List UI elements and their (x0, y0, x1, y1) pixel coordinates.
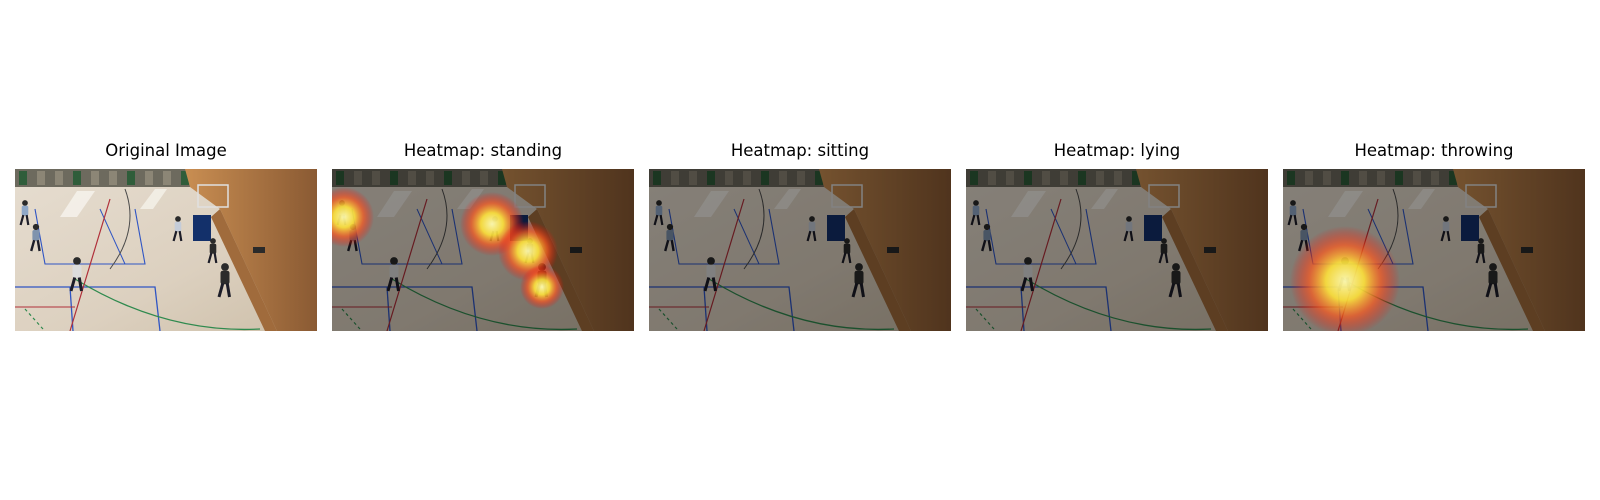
panel-heatmap-standing: Heatmap: standing (332, 140, 634, 332)
gym-photo-heatmap (332, 169, 634, 331)
panel-heatmap-sitting: Heatmap: sitting (649, 140, 951, 332)
panel-title: Heatmap: lying (1053, 141, 1181, 160)
panel-title: Heatmap: throwing (1354, 141, 1514, 160)
panel-title: Heatmap: standing (403, 141, 563, 160)
panel-title: Heatmap: sitting (730, 141, 870, 160)
heatmap-blob (520, 265, 564, 309)
panel-heatmap-lying: Heatmap: lying (966, 140, 1268, 332)
gym-photo-heatmap (966, 169, 1268, 331)
panel-original: Original Image (15, 140, 317, 332)
panel-heatmap-throwing: Heatmap: throwing (1283, 140, 1585, 332)
gym-photo-heatmap (649, 169, 951, 331)
gym-photo-heatmap (1283, 169, 1585, 331)
gym-photo (15, 169, 317, 331)
panel-title: Original Image (105, 141, 227, 160)
heatmap-blob (1290, 226, 1400, 331)
heatmap-blob (332, 187, 374, 247)
